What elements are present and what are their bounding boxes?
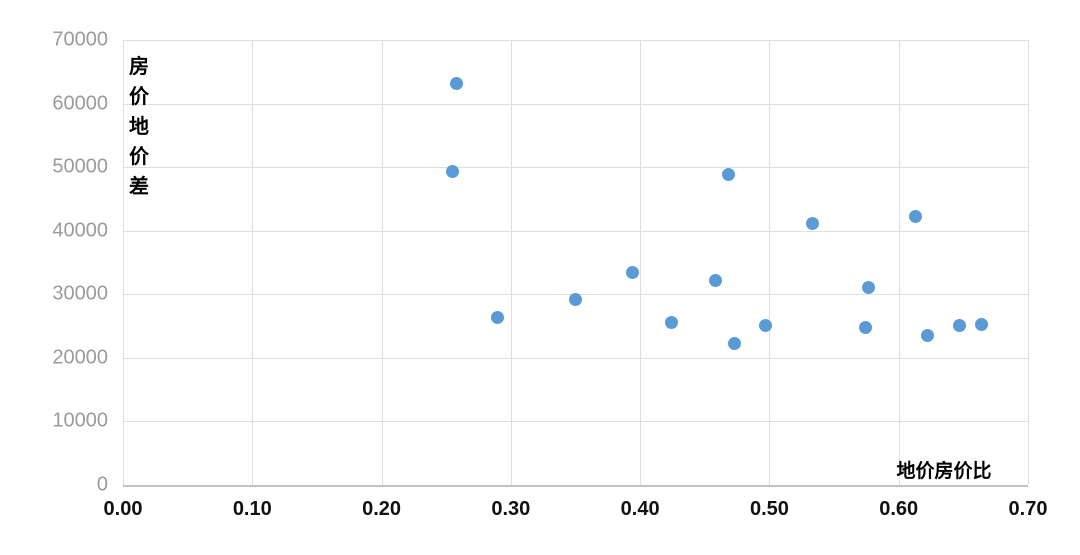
data-point [446, 165, 460, 179]
vertical-gridline [510, 40, 512, 485]
horizontal-gridline [123, 40, 1028, 41]
data-point [862, 281, 876, 295]
y-axis-tick-label: 10000 [52, 409, 108, 432]
vertical-gridline [769, 40, 771, 485]
y-axis-tick-label: 50000 [52, 155, 108, 178]
data-point [909, 210, 923, 224]
data-point [708, 274, 722, 288]
x-axis-tick-label: 0.70 [1008, 498, 1048, 520]
x-axis-tick-label: 0.10 [232, 498, 272, 520]
data-point [569, 292, 582, 306]
y-axis-title-char: 差 [129, 176, 149, 198]
horizontal-gridline [123, 167, 1028, 169]
vertical-gridline [640, 40, 642, 485]
horizontal-gridline [123, 103, 1028, 105]
y-axis-title-char: 价 [129, 146, 149, 168]
y-axis-tick-label: 0 [96, 473, 108, 496]
data-point [491, 310, 505, 324]
data-point [728, 337, 742, 351]
data-point [721, 167, 735, 181]
vertical-gridline [898, 40, 900, 485]
horizontal-gridline [123, 357, 1028, 359]
data-point [625, 266, 639, 280]
vertical-gridline [381, 40, 383, 485]
x-axis-tick-label: 0.20 [362, 498, 402, 520]
plot-area [123, 40, 1029, 487]
data-point [450, 76, 464, 90]
horizontal-gridline [123, 421, 1028, 423]
y-axis-title-char: 房 [129, 56, 149, 78]
x-axis-tick-label: 0.30 [491, 498, 531, 520]
data-point [805, 216, 819, 230]
data-point [920, 329, 934, 343]
y-axis-title-char: 地 [129, 116, 149, 138]
vertical-gridline [123, 40, 124, 485]
data-point [974, 318, 988, 332]
data-point [664, 316, 678, 330]
y-axis-tick-label: 40000 [52, 219, 108, 242]
x-axis-title: 地价房价比 [896, 461, 992, 482]
data-point [858, 321, 872, 335]
data-point [759, 318, 773, 332]
data-point [952, 318, 966, 332]
x-axis-tick-label: 0.00 [103, 498, 143, 520]
y-axis-title-char: 价 [129, 86, 149, 108]
x-axis-tick-label: 0.60 [879, 498, 919, 520]
y-axis-title: 房价地价差 [129, 52, 149, 202]
y-axis-tick-label: 60000 [52, 92, 108, 115]
x-axis-tick-label: 0.40 [620, 498, 660, 520]
horizontal-gridline [123, 230, 1028, 232]
y-axis-tick-label: 30000 [52, 282, 108, 305]
vertical-gridline [1028, 40, 1029, 485]
y-axis-tick-label: 20000 [52, 346, 108, 369]
x-axis-tick-label: 0.50 [749, 498, 789, 520]
vertical-gridline [252, 40, 254, 485]
y-axis-tick-label: 70000 [52, 28, 108, 51]
